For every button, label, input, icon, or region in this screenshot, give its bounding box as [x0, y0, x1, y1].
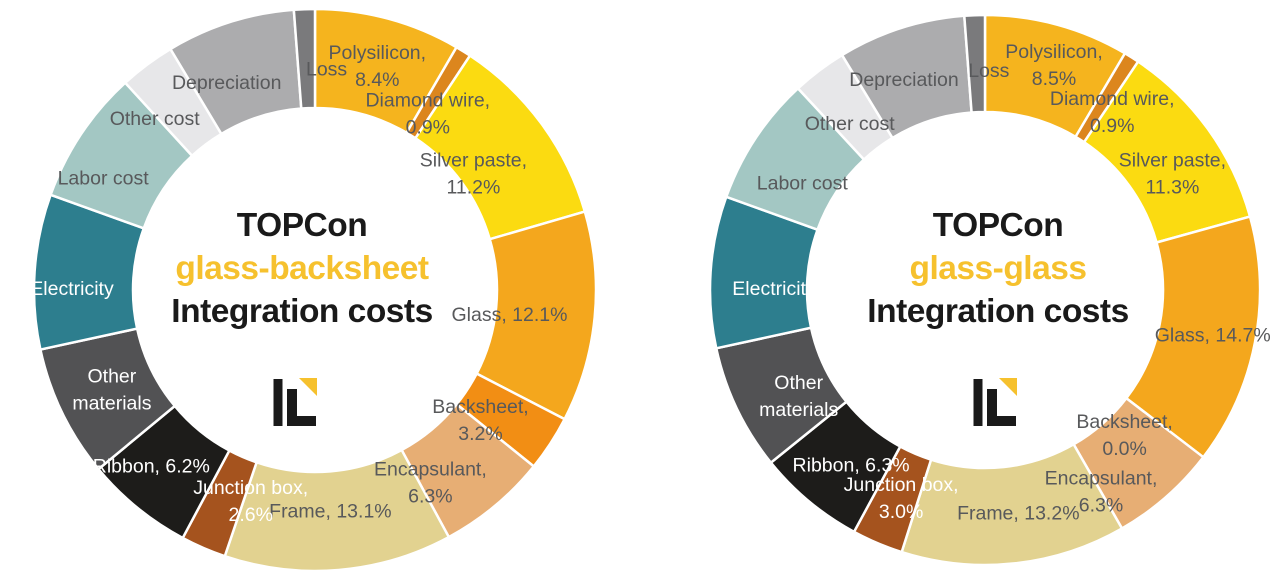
slice-label-silver-paste: Silver paste, 11.3%	[1119, 149, 1226, 198]
slice-label-junction-box: Junction box, 2.6%	[193, 477, 308, 526]
chart-title-line1: TOPCon	[933, 207, 1063, 244]
slice-label-labor-cost: Labor cost	[58, 167, 150, 189]
slice-label-depreciation: Depreciation	[849, 69, 958, 91]
slice-label-depreciation: Depreciation	[172, 72, 281, 94]
slice-label-loss: Loss	[968, 60, 1009, 82]
chart-title-line2: glass-backsheet	[175, 250, 429, 287]
logo-accent-triangle-icon	[999, 378, 1017, 396]
slice-label-glass: Glass, 14.7%	[1155, 324, 1271, 346]
slice-label-labor-cost: Labor cost	[757, 172, 849, 194]
slice-label-junction-box: Junction box, 3.0%	[844, 474, 959, 523]
slice-label-polysilicon: Polysilicon, 8.4%	[329, 42, 427, 91]
chart-title-line1: TOPCon	[237, 207, 367, 244]
slice-label-silver-paste: Silver paste, 11.2%	[420, 149, 527, 198]
logo-i-bar	[973, 379, 983, 426]
slice-label-other-materials: Other materials	[759, 372, 838, 421]
brand-logo	[273, 378, 317, 426]
logo-i-bar	[273, 379, 283, 426]
chart-title-line3: Integration costs	[171, 293, 432, 330]
slice-label-backsheet: Backsheet, 0.0%	[1076, 411, 1172, 460]
slice-loss	[292, 7, 317, 110]
slice-label-ribbon: Ribbon, 6.3%	[793, 455, 910, 477]
brand-logo	[973, 378, 1017, 426]
slice-label-diamond-wire: Diamond wire, 0.9%	[1050, 88, 1175, 137]
chart-glass-glass: Polysilicon, 8.5%Diamond wire, 0.9% Silver …	[708, 13, 1271, 567]
slice-label-other-cost: Other cost	[110, 108, 201, 130]
slice-label-glass: Glass, 12.1%	[452, 304, 568, 326]
logo-l-shape	[987, 389, 1016, 426]
chart-title-line2: glass-glass	[910, 250, 1087, 287]
slice-label-diamond-wire: Diamond wire, 0.9%	[365, 89, 490, 138]
logo-l-shape	[287, 389, 316, 426]
slice-label-backsheet: Backsheet, 3.2%	[432, 396, 528, 445]
chart-glass-backsheet: Polysilicon, 8.4%Diamond wire, 0.9% Silver …	[30, 7, 598, 573]
slice-label-encapsulant: Encapsulant, 6.3%	[1045, 467, 1158, 516]
slice-label-electricity: Electricity	[732, 278, 816, 300]
slice-label-frame: Frame, 13.1%	[269, 501, 391, 523]
slice-label-loss: Loss	[306, 58, 347, 80]
slice-label-other-materials: Other materials	[72, 366, 151, 415]
slice-loss	[963, 13, 987, 114]
chart-title-line3: Integration costs	[867, 293, 1128, 330]
logo-accent-triangle-icon	[299, 378, 317, 396]
slice-label-ribbon: Ribbon, 6.2%	[93, 456, 210, 478]
slice-label-other-cost: Other cost	[805, 113, 896, 135]
slice-label-electricity: Electricity	[30, 278, 114, 300]
slice-label-encapsulant: Encapsulant, 6.3%	[374, 459, 487, 508]
slice-label-frame: Frame, 13.2%	[957, 503, 1079, 525]
slice-label-polysilicon: Polysilicon, 8.5%	[1005, 41, 1103, 90]
